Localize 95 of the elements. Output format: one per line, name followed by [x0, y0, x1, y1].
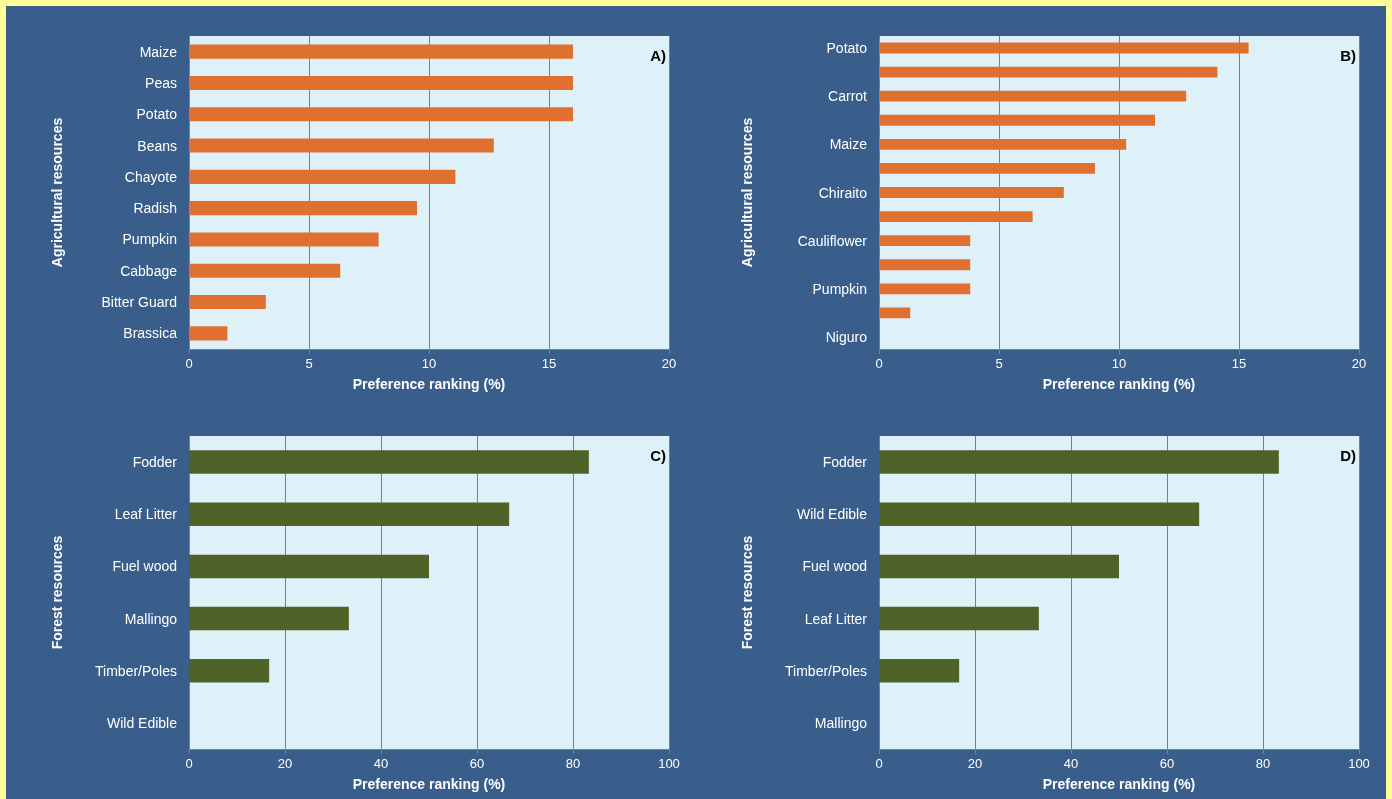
bar [879, 259, 971, 271]
x-axis-title: Preference ranking (%) [1042, 376, 1196, 392]
bar [189, 201, 417, 216]
bar [879, 90, 1187, 102]
bar [879, 211, 1033, 222]
bar [879, 42, 1249, 54]
bar [879, 66, 1218, 78]
y-axis-title: Agricultural resources [739, 117, 755, 268]
x-tick-label: 100 [1348, 756, 1370, 771]
x-tick-label: 10 [1111, 356, 1127, 371]
bar [189, 44, 573, 59]
y-tick-label: Cauliflower [797, 232, 868, 249]
y-tick-label: Potato [826, 40, 868, 57]
bar [879, 554, 1119, 579]
x-tick-label: 20 [967, 756, 983, 771]
annotation: B) [1340, 47, 1356, 64]
bar [189, 232, 379, 247]
x-tick-label: 20 [661, 356, 677, 371]
x-tick-label: 60 [1159, 756, 1175, 771]
annotation: C) [650, 447, 666, 464]
bar [879, 163, 1095, 174]
bar [879, 502, 1200, 526]
x-tick-label: 40 [373, 756, 389, 771]
x-tick-label: 40 [1063, 756, 1079, 771]
y-tick-label: Fodder [822, 454, 868, 471]
x-tick-label: 5 [305, 356, 313, 371]
y-tick-label: Wild Edible [796, 506, 868, 523]
bar [189, 502, 510, 526]
bar [189, 554, 429, 579]
annotation: D) [1340, 447, 1356, 464]
bar [879, 606, 1039, 631]
y-tick-label: Leaf Litter [804, 610, 868, 627]
y-tick-label: Mallingo [124, 610, 178, 627]
bar [879, 114, 1155, 126]
y-tick-label: Fuel wood [112, 558, 177, 575]
y-tick-label: Pumpkin [122, 231, 177, 248]
x-tick-label: 100 [658, 756, 680, 771]
x-tick-label: 0 [875, 756, 883, 771]
bar [189, 450, 589, 474]
x-tick-label: 20 [1351, 356, 1367, 371]
y-tick-label: Fodder [132, 454, 178, 471]
x-tick-label: 15 [541, 356, 557, 371]
y-tick-label: Brassica [123, 325, 178, 342]
y-axis-title: Forest resources [739, 535, 755, 650]
x-tick-label: 80 [1255, 756, 1271, 771]
bar [189, 107, 573, 122]
bar [189, 263, 341, 278]
bar [879, 235, 971, 247]
y-tick-label: Carrot [828, 88, 868, 105]
y-tick-label: Pumpkin [812, 280, 867, 297]
y-tick-label: Chayote [124, 168, 178, 185]
y-tick-label: Bitter Guard [101, 294, 177, 311]
bar [879, 283, 971, 295]
x-tick-label: 10 [421, 356, 437, 371]
bar [879, 307, 911, 319]
bar [189, 606, 349, 631]
x-tick-label: 0 [185, 356, 193, 371]
x-tick-label: 80 [565, 756, 581, 771]
bar [879, 450, 1279, 474]
y-axis-title: Agricultural resources [49, 117, 65, 268]
y-tick-label: Timber/Poles [785, 662, 867, 679]
y-tick-label: Niguro [825, 328, 868, 345]
x-tick-label: 20 [277, 756, 293, 771]
bar [189, 138, 494, 153]
bar [189, 75, 573, 90]
bar [189, 326, 228, 341]
x-tick-label: 60 [469, 756, 485, 771]
bar [879, 138, 1127, 150]
y-tick-label: Cabbage [120, 262, 178, 279]
bar [879, 187, 1064, 198]
bar [189, 659, 270, 683]
x-tick-label: 0 [875, 356, 883, 371]
y-tick-label: Chiraito [818, 184, 868, 201]
bar [189, 295, 266, 310]
y-axis-title: Forest resources [49, 535, 65, 650]
x-axis-title: Preference ranking (%) [352, 376, 506, 392]
bar [189, 169, 456, 184]
y-tick-label: Fuel wood [802, 558, 867, 575]
x-axis-title: Preference ranking (%) [1042, 776, 1196, 792]
y-tick-label: Maize [139, 43, 178, 60]
y-tick-label: Mallingo [814, 714, 868, 731]
x-tick-label: 15 [1231, 356, 1247, 371]
x-axis-title: Preference ranking (%) [352, 776, 506, 792]
y-tick-label: Maize [829, 136, 868, 153]
annotation: A) [650, 47, 666, 64]
x-tick-label: 5 [995, 356, 1003, 371]
bar [879, 659, 960, 683]
y-tick-label: Radish [133, 200, 177, 217]
y-tick-label: Potato [136, 106, 178, 123]
y-tick-label: Beans [137, 137, 177, 154]
y-tick-label: Timber/Poles [95, 662, 177, 679]
y-tick-label: Peas [145, 74, 177, 91]
y-tick-label: Leaf Litter [114, 506, 178, 523]
y-tick-label: Wild Edible [106, 714, 178, 731]
x-tick-label: 0 [185, 756, 193, 771]
